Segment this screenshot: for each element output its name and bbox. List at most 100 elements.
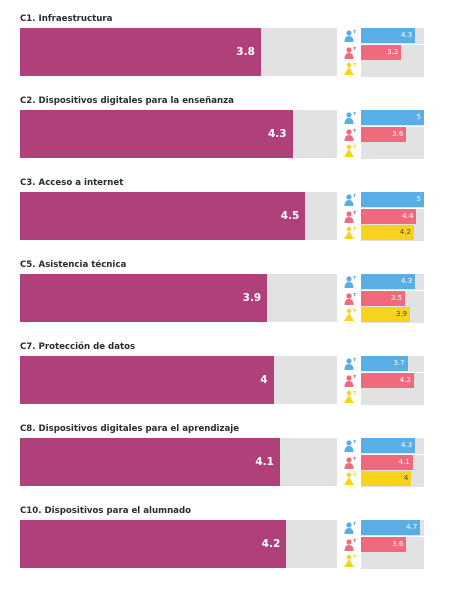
main-bar <box>20 520 287 568</box>
group-bar-track: 3.6 <box>361 126 424 143</box>
group-bar-teachers <box>361 44 402 60</box>
group-bar-value-label: 4.7 <box>406 523 418 531</box>
group-bar-value-label: 4.3 <box>401 31 413 39</box>
group-bar-value-label: 3.2 <box>387 47 399 56</box>
group-bar-value-label: 4.1 <box>398 457 410 466</box>
main-bar-value-label: 3.8 <box>236 46 255 58</box>
group-bar-value-label: 3.5 <box>390 293 403 302</box>
teacher-icon <box>343 127 357 141</box>
category-title: C8. Dispositivos digitales para el apren… <box>20 424 240 434</box>
main-bar <box>20 438 280 486</box>
group-bar-value-label: 3.6 <box>392 539 404 548</box>
main-bar-value-label: 4.2 <box>261 538 281 550</box>
student-icon <box>343 110 357 124</box>
category-title: C5. Asistencia técnica <box>20 260 127 270</box>
group-bar-track: 3.2 <box>361 44 424 61</box>
main-bar <box>20 28 261 76</box>
group-bar-track: 4.2 <box>361 225 424 241</box>
group-bar-track: 4.3 <box>361 438 424 454</box>
teacher-icon <box>343 455 357 469</box>
main-bar-value-label: 4.1 <box>255 456 274 468</box>
group-bar-value-label: 3.6 <box>392 129 404 138</box>
group-bar-track: 4.2 <box>361 372 424 389</box>
group-bar-teachers <box>361 126 407 142</box>
group-bar-students <box>361 520 421 535</box>
group-bar-teachers <box>361 454 413 470</box>
group-bar-track: 3.5 <box>361 290 424 307</box>
group-bar-track: 5 <box>361 110 424 126</box>
main-bar-track: 4.1 <box>20 438 337 486</box>
group-bar-teachers <box>361 536 407 552</box>
group-bar-track <box>361 553 424 569</box>
school-leader-icon <box>343 471 357 485</box>
group-bar-track: 4.7 <box>361 520 424 536</box>
main-bar-track: 4.5 <box>20 192 337 240</box>
main-bar-value-label: 4.3 <box>268 128 287 140</box>
main-bar <box>20 110 293 158</box>
main-bar-track: 4.2 <box>20 520 337 568</box>
school-leader-icon <box>343 61 357 75</box>
student-icon <box>343 28 357 42</box>
group-bar-track: 3.9 <box>361 307 424 323</box>
main-bar-track: 3.8 <box>20 28 337 76</box>
group-bar-value-label: 3.7 <box>393 359 405 367</box>
teacher-icon <box>343 373 357 387</box>
group-bar-value-label: 4 <box>403 474 409 482</box>
student-icon <box>343 192 357 206</box>
school-leader-icon <box>343 553 357 567</box>
group-bar-track: 4.4 <box>361 208 424 225</box>
main-bar <box>20 192 306 240</box>
group-bar-track: 5 <box>361 192 424 208</box>
teacher-icon <box>343 537 357 551</box>
group-bar-value-label: 4.3 <box>401 441 413 449</box>
group-bar-track: 3.6 <box>361 536 424 553</box>
group-bar-value-label: 4.4 <box>402 211 414 220</box>
school-leader-icon <box>343 225 357 239</box>
group-bar-leaders <box>361 225 414 240</box>
group-bar-students <box>361 438 416 453</box>
main-bar <box>20 274 268 322</box>
group-bar-students <box>361 356 408 371</box>
group-bar-students <box>361 110 424 125</box>
school-leader-icon <box>343 307 357 321</box>
group-bar-leaders <box>361 471 412 486</box>
group-bar-track: 4.1 <box>361 454 424 471</box>
group-bar-track: 4.3 <box>361 274 424 290</box>
group-bar-value-label: 4.3 <box>401 277 413 285</box>
main-bar-track: 4.3 <box>20 110 337 158</box>
category-title: C7. Protección de datos <box>20 342 136 352</box>
main-bar <box>20 356 274 404</box>
category-title: C3. Acceso a internet <box>20 178 124 188</box>
group-bar-leaders <box>361 307 411 322</box>
category-title: C2. Dispositivos digitales para la enseñ… <box>20 96 234 106</box>
student-icon <box>343 520 357 534</box>
category-title: C1. Infraestructura <box>20 14 113 24</box>
group-bar-teachers <box>361 290 406 306</box>
category-title: C10. Dispositivos para el alumnado <box>20 506 192 516</box>
group-bar-value-label: 4.2 <box>399 228 411 236</box>
teacher-icon <box>343 45 357 59</box>
main-bar-track: 4 <box>20 356 337 404</box>
group-bar-teachers <box>361 372 414 388</box>
teacher-icon <box>343 209 357 223</box>
group-bar-value-label: 4.2 <box>399 375 411 384</box>
student-icon <box>343 438 357 452</box>
school-leader-icon <box>343 389 357 403</box>
group-bar-track: 4 <box>361 471 424 487</box>
group-bar-value-label: 5 <box>416 195 421 203</box>
main-bar-value-label: 4 <box>260 374 268 386</box>
main-bar-value-label: 4.5 <box>280 210 300 222</box>
group-bar-students <box>361 192 424 207</box>
group-bar-track <box>361 389 424 405</box>
school-leader-icon <box>343 143 357 157</box>
group-bar-students <box>361 274 416 289</box>
group-bar-track: 3.7 <box>361 356 424 372</box>
group-bar-teachers <box>361 208 417 224</box>
main-bar-value-label: 3.9 <box>242 292 262 304</box>
group-bar-track: 4.3 <box>361 28 424 44</box>
group-bar-track <box>361 143 424 159</box>
student-icon <box>343 356 357 370</box>
group-bar-track <box>361 61 424 77</box>
student-icon <box>343 274 357 288</box>
